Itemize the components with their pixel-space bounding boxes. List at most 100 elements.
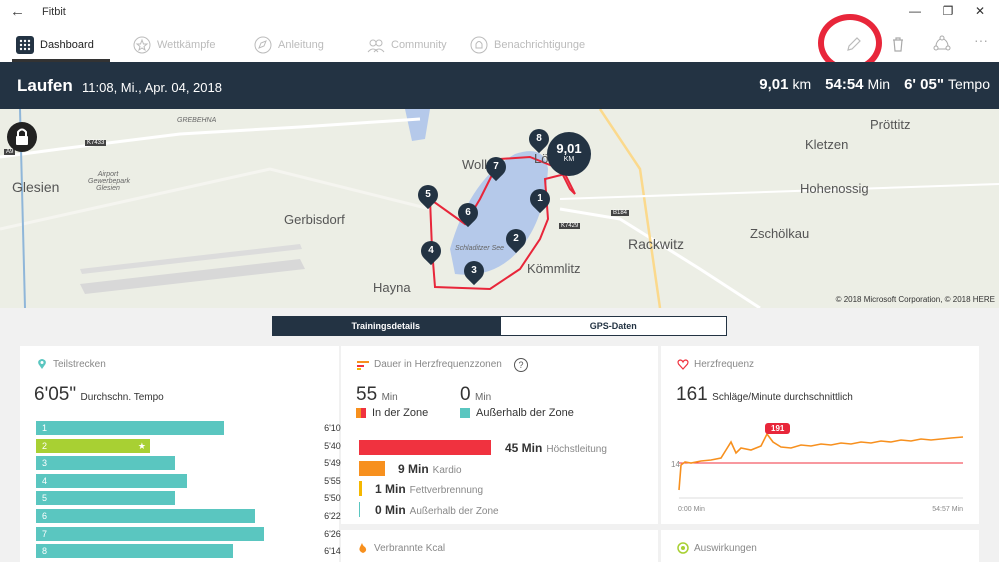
km-marker-label: 8 [536, 133, 542, 144]
km-marker-1[interactable]: 1 [525, 184, 555, 214]
place-label: Kömmlitz [527, 261, 581, 276]
tab-trainingsdetails[interactable]: Trainingsdetails [272, 316, 500, 336]
share-icon[interactable] [932, 34, 952, 54]
effects-title: Auswirkungen [694, 543, 757, 554]
split-label: 6 [42, 511, 48, 521]
zones-card: Dauer in Herzfrequenzzonen ? 55 Min In d… [341, 346, 658, 524]
zone-row-value: 1 Min [375, 482, 406, 496]
out-zone-unit: Min [475, 392, 492, 403]
split-bar: 7 [36, 526, 264, 541]
km-marker-7[interactable]: 7 [481, 152, 511, 182]
heartrate-avg: 161 Schläge/Minute durchschnittlich [676, 384, 853, 406]
tab-community-label: Community [391, 39, 447, 51]
end-badge[interactable]: 9,01 KM [547, 132, 591, 176]
km-marker-2[interactable]: 2 [501, 224, 531, 254]
back-button[interactable]: ← [10, 3, 25, 20]
tab-benachrichtigungen-label: Benachrichtigunge [494, 39, 586, 51]
zone-bar [359, 440, 491, 455]
map-road [0, 167, 431, 231]
split-row: 7 6'26" [36, 526, 344, 541]
compass-icon [254, 36, 272, 54]
km-marker-4[interactable]: 4 [416, 236, 446, 266]
heartrate-x-start: 0:00 Min [678, 506, 705, 513]
split-label: 8 [42, 546, 48, 557]
tab-wettkaempfe[interactable]: Wettkämpfe [133, 35, 216, 55]
stat-duration-value: 54:54 [825, 76, 864, 93]
help-icon[interactable]: ? [514, 358, 528, 372]
split-row: 8 6'14" [36, 544, 344, 559]
kcal-card: Verbrannte Kcal [341, 530, 658, 562]
maximize-button[interactable]: ❐ [942, 4, 954, 18]
split-time: 6'22" [324, 511, 344, 521]
split-row: 2 ★ 5'40" [36, 438, 344, 453]
road-tag: K7429 [559, 223, 581, 229]
more-icon[interactable]: ··· [974, 32, 988, 48]
place-label: Wolk [462, 157, 491, 172]
out-zone-legend: Außerhalb der Zone [460, 407, 574, 419]
tab-dashboard[interactable]: Dashboard [16, 35, 94, 55]
place-label: Hayna [373, 280, 411, 295]
map-road-major [598, 109, 662, 308]
bell-icon [470, 36, 488, 54]
split-bar: 6 [36, 509, 255, 523]
heartrate-title: Herzfrequenz [694, 359, 755, 370]
stat-pace: 6' 05" Tempo [904, 76, 990, 93]
split-label: 5 [42, 493, 48, 504]
zone-row-name: Kardio [432, 464, 462, 476]
activity-datetime: 11:08, Mi., Apr. 04, 2018 [82, 80, 222, 95]
route-map[interactable]: Glesien Gerbisdorf Hayna Kömmlitz Rackwi… [0, 109, 999, 308]
split-row: 5 5'50" [36, 491, 344, 506]
split-row: 3 5'49" [36, 456, 344, 471]
activity-stats: 9,01 km 54:54 Min 6' 05" Tempo [759, 76, 990, 93]
zones-icon [357, 361, 369, 370]
split-row: 6 6'22" [36, 509, 344, 523]
trash-icon[interactable] [888, 34, 908, 54]
map-water-north [405, 109, 430, 141]
in-zone-legend: In der Zone [356, 407, 428, 419]
km-marker-label: 3 [471, 265, 477, 276]
heartrate-y-tick: 14 [671, 460, 680, 469]
tab-gps-daten[interactable]: GPS-Daten [499, 316, 727, 336]
km-marker-3[interactable]: 3 [459, 256, 489, 286]
stat-distance: 9,01 km [759, 76, 811, 93]
minimize-button[interactable]: — [909, 4, 921, 18]
tab-anleitung[interactable]: Anleitung [254, 35, 324, 55]
split-bar: 5 [36, 491, 175, 506]
map-runway [80, 259, 305, 294]
split-label: 7 [42, 528, 48, 539]
road-tag: B184 [611, 210, 630, 216]
map-road [0, 117, 421, 159]
zone-bar [359, 481, 362, 496]
tab-dashboard-label: Dashboard [40, 39, 94, 51]
km-marker-5[interactable]: 5 [413, 180, 443, 210]
heartrate-avg-value: 161 [676, 384, 708, 405]
close-button[interactable]: ✕ [974, 4, 986, 18]
km-marker-label: 7 [493, 161, 499, 172]
split-bar: 4 [36, 473, 187, 488]
map-lock-button[interactable] [7, 122, 37, 152]
out-zone-label: Außerhalb der Zone [476, 407, 574, 419]
heartrate-x-end: 54:57 Min [932, 506, 963, 513]
km-marker-label: 4 [428, 245, 434, 256]
split-time: 5'49" [324, 458, 344, 469]
run-route [428, 155, 576, 291]
tab-community[interactable]: Community [367, 35, 447, 55]
split-label: 3 [42, 458, 48, 469]
effects-icon [677, 542, 689, 554]
detail-tabs: Trainingsdetails GPS-Daten [272, 316, 727, 336]
place-label-small: Airport Gewerbepark Glesien [88, 171, 131, 192]
in-zone-summary: 55 Min [356, 384, 398, 406]
out-zone-swatch [460, 408, 470, 418]
km-marker-6[interactable]: 6 [453, 198, 483, 228]
effects-card: Auswirkungen [661, 530, 979, 562]
in-zone-value: 55 [356, 384, 378, 405]
split-row: 4 5'55" [36, 473, 344, 488]
split-label: 4 [42, 475, 48, 486]
zone-row-name: Fettverbrennung [409, 485, 484, 496]
tab-benachrichtigungen[interactable]: Benachrichtigunge [470, 35, 585, 55]
title-bar: ← Fitbit — ❐ ✕ [0, 0, 999, 26]
out-zone-value: 0 [460, 384, 471, 405]
kcal-title: Verbrannte Kcal [374, 543, 446, 554]
tab-wettkaempfe-label: Wettkämpfe [157, 39, 216, 51]
place-label-small: GREBEHNA [177, 117, 217, 124]
